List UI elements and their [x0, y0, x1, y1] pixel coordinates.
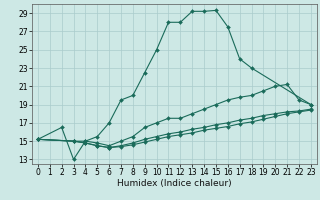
X-axis label: Humidex (Indice chaleur): Humidex (Indice chaleur) — [117, 179, 232, 188]
